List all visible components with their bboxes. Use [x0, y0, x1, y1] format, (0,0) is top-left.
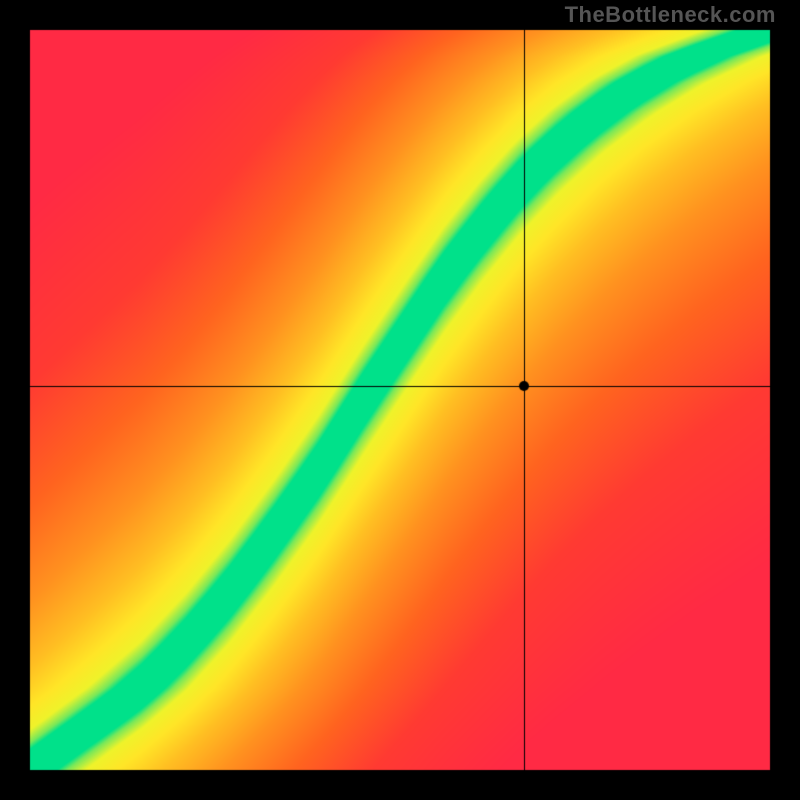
bottleneck-heatmap: [0, 0, 800, 800]
chart-container: TheBottleneck.com: [0, 0, 800, 800]
watermark-text: TheBottleneck.com: [565, 2, 776, 28]
